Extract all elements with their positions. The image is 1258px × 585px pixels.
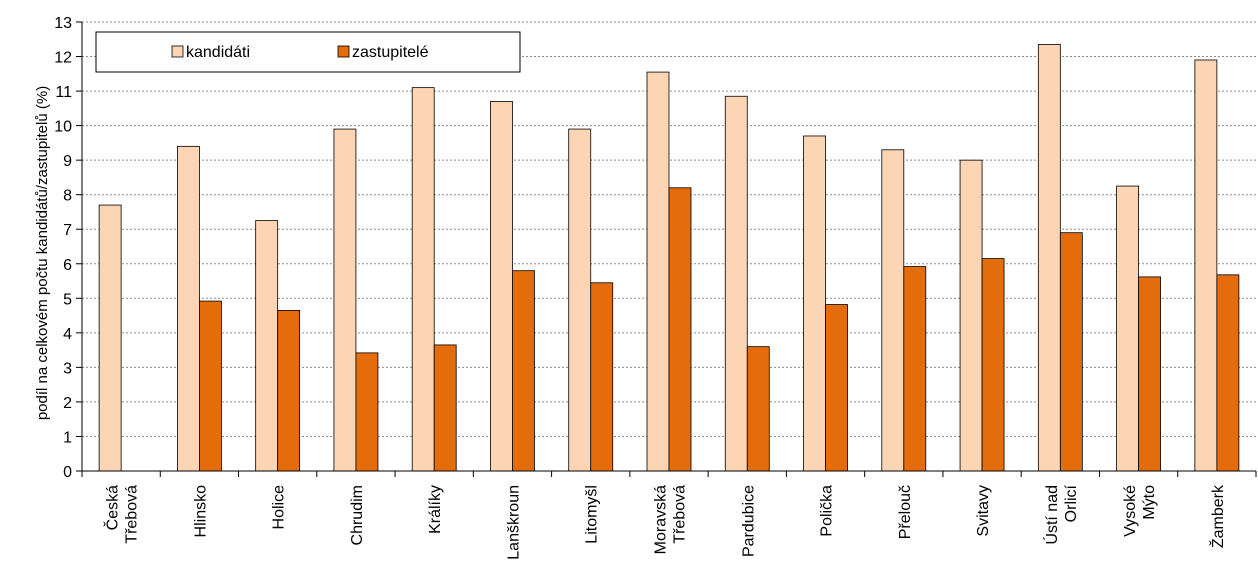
y-tick-label: 7	[63, 222, 72, 239]
y-tick-label: 12	[54, 50, 72, 67]
x-tick-label-line: Moravská	[653, 485, 670, 554]
x-tick-label: Chrudim	[349, 485, 366, 545]
y-tick-label: 13	[54, 15, 72, 32]
x-tick-label-line: Hlinsko	[192, 485, 209, 538]
x-tick-label: Přelouč	[897, 485, 914, 539]
bar-kandidati	[959, 159, 983, 472]
x-tick-label: Hlinsko	[192, 485, 209, 538]
x-tick-label-line: Svitavy	[975, 485, 992, 537]
bar-kandidati	[646, 71, 670, 472]
bar-kandidati	[98, 204, 122, 472]
x-tick-label: Lanškroun	[505, 485, 522, 560]
bar-kandidati	[255, 220, 279, 472]
bar-kandidati	[176, 145, 200, 472]
bar-zastupitele	[433, 344, 457, 472]
bar-zastupitele	[981, 258, 1005, 472]
bar-kandidati	[1116, 185, 1139, 472]
x-tick-label-line: Holice	[271, 485, 288, 530]
x-tick-label: Žamberk	[1208, 484, 1227, 548]
legend: kandidáti zastupitelé	[95, 31, 521, 73]
bar-zastupitele	[355, 352, 379, 472]
bar-zastupitele	[277, 309, 301, 472]
bar-kandidati	[1194, 59, 1218, 472]
x-tick-label: Moravská Třebová	[653, 485, 689, 554]
x-tick-label: Polička	[819, 485, 836, 537]
y-tick-label: 6	[63, 257, 72, 274]
x-tick-label-line: Třebová	[124, 485, 141, 544]
bar-zastupitele	[1138, 276, 1161, 472]
bar-zastupitele	[825, 304, 848, 472]
x-tick-labels: Česká Třebová Hlinsko Holice Chrudim Králíky L…	[103, 484, 1227, 560]
y-axis-label: podíl na celkovém počtu kandidátů/zastup…	[34, 86, 51, 420]
bar-zastupitele	[198, 300, 222, 472]
x-tick-label-line: Litomyšl	[584, 485, 601, 544]
bar-zastupitele	[1059, 232, 1083, 472]
x-tick-label-line: Pardubice	[740, 485, 757, 557]
x-tick-label-line: Chrudim	[349, 485, 366, 545]
y-tick-label: 11	[55, 84, 72, 101]
y-tick-label: 3	[63, 360, 72, 377]
y-tick-label: 2	[63, 395, 72, 412]
y-tick-label: 5	[63, 291, 72, 308]
bar-kandidati	[490, 101, 513, 472]
y-tick-label: 1	[63, 429, 72, 446]
y-tick-label: 9	[63, 153, 72, 170]
x-tick-label-line: Králíky	[427, 485, 444, 534]
x-tick-label: Litomyšl	[584, 485, 601, 544]
x-tick-label: Králíky	[427, 485, 444, 534]
legend-label-kandidati: kandidáti	[186, 44, 250, 61]
legend-swatch-zastupitele	[337, 45, 350, 58]
x-tick-label: Holice	[271, 485, 288, 530]
bar-zastupitele	[512, 270, 535, 472]
x-tick-label-line: Vysoké	[1122, 485, 1139, 537]
x-tick-label-line: Česká	[103, 485, 122, 530]
y-tick-label: 4	[63, 326, 72, 343]
bar-zastupitele	[590, 282, 614, 472]
x-tick-label-line: Přelouč	[897, 485, 914, 539]
bar-kandidati	[881, 149, 905, 472]
x-tick-label: Česká Třebová	[103, 485, 141, 544]
bar-kandidati	[568, 128, 592, 472]
y-tick-label: 10	[54, 119, 72, 136]
x-tick-label: Svitavy	[975, 485, 992, 537]
bar-zastupitele	[668, 187, 692, 472]
x-tick-label-line: Mýto	[1141, 485, 1158, 520]
bars	[98, 44, 1240, 472]
bar-kandidati	[411, 87, 435, 472]
legend-swatch-kandidati	[171, 45, 184, 58]
x-tick-label-line: Ústí nad	[1042, 485, 1061, 545]
bar-zastupitele	[746, 346, 770, 472]
x-tick-label: Vysoké Mýto	[1122, 485, 1158, 537]
x-tick-label-line: Žamberk	[1208, 484, 1227, 548]
bar-zastupitele	[1216, 274, 1240, 472]
x-tick-label: Ústí nad Orlicí	[1042, 484, 1080, 544]
x-tick-label-line: Třebová	[672, 485, 689, 544]
x-tick-label-line: Polička	[819, 485, 836, 537]
bar-zastupitele	[903, 266, 927, 472]
x-tick-label-line: Lanškroun	[505, 485, 522, 560]
bar-kandidati	[803, 135, 826, 472]
x-tick-label-line: Orlicí	[1063, 484, 1080, 522]
y-tick-label: 8	[63, 188, 72, 205]
axes	[81, 22, 1257, 477]
legend-label-zastupitele: zastupitelé	[352, 44, 429, 61]
bar-kandidati	[1037, 44, 1061, 472]
bar-kandidati	[724, 95, 748, 472]
x-tick-label: Pardubice	[740, 485, 757, 557]
bar-kandidati	[333, 128, 357, 472]
y-tick-label: 0	[63, 464, 72, 481]
